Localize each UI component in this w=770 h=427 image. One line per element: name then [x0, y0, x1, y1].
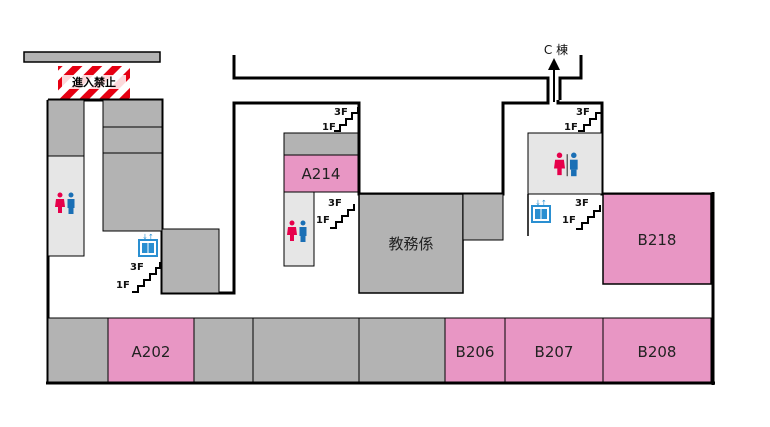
room-a214-label: A214: [302, 165, 341, 183]
room-a214[interactable]: [283, 154, 359, 193]
room-b207-label: B207: [535, 343, 574, 361]
room-gray[interactable]: [358, 317, 446, 384]
svg-text:↓↑: ↓↑: [142, 233, 154, 241]
stairs-icon: 3F 1F: [116, 262, 161, 293]
stair-label-lower: 1F: [322, 122, 336, 133]
direction-arrow: C 棟: [544, 42, 568, 102]
room-gray[interactable]: [47, 317, 109, 384]
closed-wall-bar: [23, 51, 161, 63]
upper-corridor-wall-right: [558, 55, 583, 100]
room-gray[interactable]: [462, 193, 504, 241]
stair-label-upper: 3F: [130, 262, 144, 273]
stair-label-upper: 3F: [334, 107, 348, 118]
upper-corridor-wall: [232, 55, 550, 100]
restroom-icon: [55, 192, 75, 214]
room-b206-label: B206: [456, 343, 495, 361]
room-b208[interactable]: [602, 317, 712, 384]
no-entry-label: 進入禁止: [72, 75, 116, 89]
stair-label-lower: 1F: [316, 215, 330, 226]
stairs-icon: 3F 1F: [564, 107, 603, 133]
room-gray[interactable]: [283, 132, 359, 156]
room-kyomu[interactable]: [358, 193, 464, 294]
restroom-right[interactable]: [527, 132, 603, 195]
restroom-left[interactable]: [47, 155, 85, 257]
room-a202-label: A202: [132, 343, 171, 361]
arrow-up-icon: [548, 58, 560, 70]
room-gray[interactable]: [102, 99, 163, 128]
room-gray[interactable]: [47, 99, 85, 157]
restroom-icon: [554, 152, 578, 177]
direction-label: C 棟: [544, 42, 568, 57]
room-kyomu-label: 教務係: [388, 235, 433, 253]
stairs-icon: 3F 1F: [562, 198, 601, 230]
restroom-icon: [287, 220, 307, 242]
elevator-icon: ↓↑: [138, 233, 158, 257]
stair-label-lower: 1F: [564, 122, 578, 133]
room-b218-label: B218: [638, 231, 677, 249]
room-gray[interactable]: [252, 317, 360, 384]
stair-label-lower: 1F: [562, 215, 576, 226]
svg-text:↓↑: ↓↑: [535, 199, 547, 207]
room-b218[interactable]: [602, 193, 712, 285]
stair-label-lower: 1F: [116, 280, 130, 291]
stairs-icon: 3F 1F: [316, 198, 355, 229]
room-gray[interactable]: [102, 126, 163, 154]
room-b207[interactable]: [504, 317, 604, 384]
stair-label-upper: 3F: [576, 107, 590, 118]
room-b206[interactable]: [444, 317, 506, 384]
room-a202[interactable]: [107, 317, 195, 384]
room-gray[interactable]: [102, 152, 163, 232]
stair-label-upper: 3F: [328, 198, 342, 209]
room-b208-label: B208: [638, 343, 677, 361]
room-gray[interactable]: [193, 317, 254, 384]
stairs-icon: 3F 1F: [322, 107, 359, 133]
no-entry-zone: 進入禁止: [58, 66, 130, 100]
room-gray[interactable]: [161, 228, 220, 294]
elevator-icon: ↓↑: [531, 199, 551, 223]
stair-label-upper: 3F: [575, 198, 589, 209]
